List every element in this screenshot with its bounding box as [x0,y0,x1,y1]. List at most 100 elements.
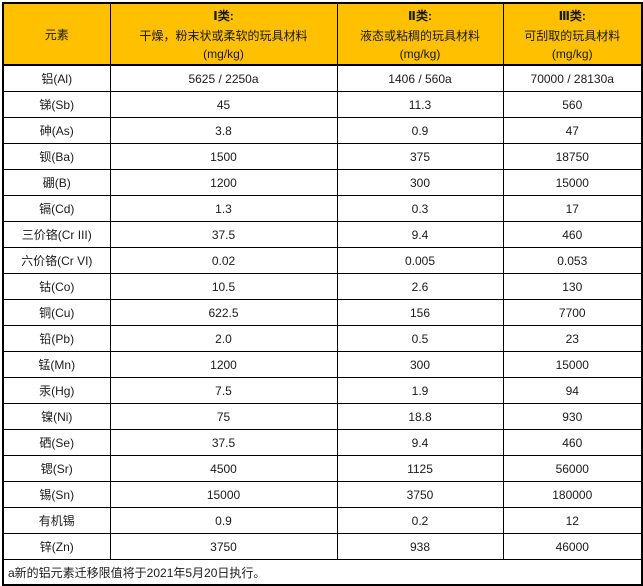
element-cell: 汞(Hg) [2,377,111,404]
value-cell-cat1: 4500 [109,455,338,482]
element-cell: 镍(Ni) [2,403,111,430]
value-cell-cat1: 3750 [109,533,338,560]
table-body: 铝(Al) 5625 / 2250a 1406 / 560a 70000 / 2813… [2,64,643,560]
table-row: 铜(Cu) 622.5 156 7700 [2,299,643,326]
value-cell-cat3: 460 [502,221,643,248]
value-cell-cat3: 23 [502,325,643,352]
value-cell-cat3: 7700 [502,299,643,326]
value-cell-cat2: 3750 [336,481,504,508]
value-cell-cat3: 560 [502,91,643,118]
table-row: 有机锡 0.9 0.2 12 [2,507,643,534]
value-cell-cat3: 12 [502,507,643,534]
value-cell-cat3: 56000 [502,455,643,482]
element-cell: 锰(Mn) [2,351,111,378]
table-row: 钴(Co) 10.5 2.6 130 [2,273,643,300]
header-row: 元素 Ⅰ类: 干燥，粉末状或柔软的玩具材料 (mg/kg) Ⅱ类: 液态或粘稠的… [2,2,643,66]
element-cell: 铅(Pb) [2,325,111,352]
category-3-title: Ⅲ类: [558,9,586,23]
value-cell-cat1: 10.5 [109,273,338,300]
table-row: 镉(Cd) 1.3 0.3 17 [2,195,643,222]
value-cell-cat2: 0.9 [336,117,504,144]
element-cell: 硒(Se) [2,429,111,456]
value-cell-cat3: 70000 / 28130a [502,64,643,92]
value-cell-cat2: 300 [336,169,504,196]
element-cell: 铝(Al) [2,64,111,92]
value-cell-cat1: 1500 [109,143,338,170]
value-cell-cat2: 18.8 [336,403,504,430]
value-cell-cat2: 2.6 [336,273,504,300]
value-cell-cat3: 17 [502,195,643,222]
value-cell-cat1: 37.5 [109,429,338,456]
value-cell-cat1: 2.0 [109,325,338,352]
category-2-desc: 液态或粘稠的玩具材料 [359,29,480,43]
category-1-unit: (mg/kg) [203,47,244,61]
value-cell-cat2: 156 [336,299,504,326]
value-cell-cat1: 7.5 [109,377,338,404]
value-cell-cat2: 0.3 [336,195,504,222]
category-2-title: Ⅱ类: [408,9,432,23]
table-row: 铅(Pb) 2.0 0.5 23 [2,325,643,352]
value-cell-cat1: 1200 [109,351,338,378]
header-category-2: Ⅱ类: 液态或粘稠的玩具材料 (mg/kg) [336,2,504,66]
value-cell-cat1: 37.5 [109,221,338,248]
value-cell-cat2: 0.005 [336,247,504,274]
category-1-desc: 干燥，粉末状或柔软的玩具材料 [139,29,308,43]
table-row: 铝(Al) 5625 / 2250a 1406 / 560a 70000 / 2813… [2,64,643,92]
value-cell-cat3: 180000 [502,481,643,508]
value-cell-cat2: 0.2 [336,507,504,534]
value-cell-cat3: 46000 [502,533,643,560]
header-category-1: Ⅰ类: 干燥，粉末状或柔软的玩具材料 (mg/kg) [109,2,338,66]
value-cell-cat1: 1200 [109,169,338,196]
value-cell-cat3: 130 [502,273,643,300]
value-cell-cat3: 460 [502,429,643,456]
table-row: 三价铬(Cr III) 37.5 9.4 460 [2,221,643,248]
value-cell-cat1: 622.5 [109,299,338,326]
table-row: 锡(Sn) 15000 3750 180000 [2,481,643,508]
table-row: 锌(Zn) 3750 938 46000 [2,533,643,560]
element-cell: 钴(Co) [2,273,111,300]
footnote-row: a新的铝元素迁移限值将于2021年5月20日执行。 [2,559,643,586]
table-row: 砷(As) 3.8 0.9 47 [2,117,643,144]
table-row: 汞(Hg) 7.5 1.9 94 [2,377,643,404]
element-cell: 锶(Sr) [2,455,111,482]
value-cell-cat2: 0.5 [336,325,504,352]
header-element-column: 元素 [2,2,111,66]
value-cell-cat2: 375 [336,143,504,170]
element-cell: 三价铬(Cr III) [2,221,111,248]
value-cell-cat2: 1.9 [336,377,504,404]
table-row: 镍(Ni) 75 18.8 930 [2,403,643,430]
element-cell: 钡(Ba) [2,143,111,170]
value-cell-cat1: 0.9 [109,507,338,534]
footnote: a新的铝元素迁移限值将于2021年5月20日执行。 [2,559,643,586]
value-cell-cat1: 1.3 [109,195,338,222]
element-cell: 六价铬(Cr VI) [2,247,111,274]
value-cell-cat2: 1125 [336,455,504,482]
value-cell-cat2: 9.4 [336,221,504,248]
value-cell-cat1: 3.8 [109,117,338,144]
table-row: 硼(B) 1200 300 15000 [2,169,643,196]
table-row: 锑(Sb) 45 11.3 560 [2,91,643,118]
table-row: 硒(Se) 37.5 9.4 460 [2,429,643,456]
value-cell-cat1: 5625 / 2250a [109,64,338,92]
value-cell-cat1: 15000 [109,481,338,508]
value-cell-cat2: 300 [336,351,504,378]
category-2-unit: (mg/kg) [399,47,441,61]
element-cell: 砷(As) [2,117,111,144]
table-row: 钡(Ba) 1500 375 18750 [2,143,643,170]
element-cell: 镉(Cd) [2,195,111,222]
table-row: 六价铬(Cr VI) 0.02 0.005 0.053 [2,247,643,274]
value-cell-cat3: 930 [502,403,643,430]
table-row: 锶(Sr) 4500 1125 56000 [2,455,643,482]
value-cell-cat3: 15000 [502,169,643,196]
category-3-unit: (mg/kg) [551,47,593,61]
element-cell: 铜(Cu) [2,299,111,326]
value-cell-cat2: 938 [336,533,504,560]
value-cell-cat2: 1406 / 560a [336,64,504,92]
category-1-title: Ⅰ类: [213,9,234,23]
value-cell-cat1: 45 [109,91,338,118]
value-cell-cat3: 18750 [502,143,643,170]
value-cell-cat2: 11.3 [336,91,504,118]
value-cell-cat3: 0.053 [502,247,643,274]
value-cell-cat3: 94 [502,377,643,404]
